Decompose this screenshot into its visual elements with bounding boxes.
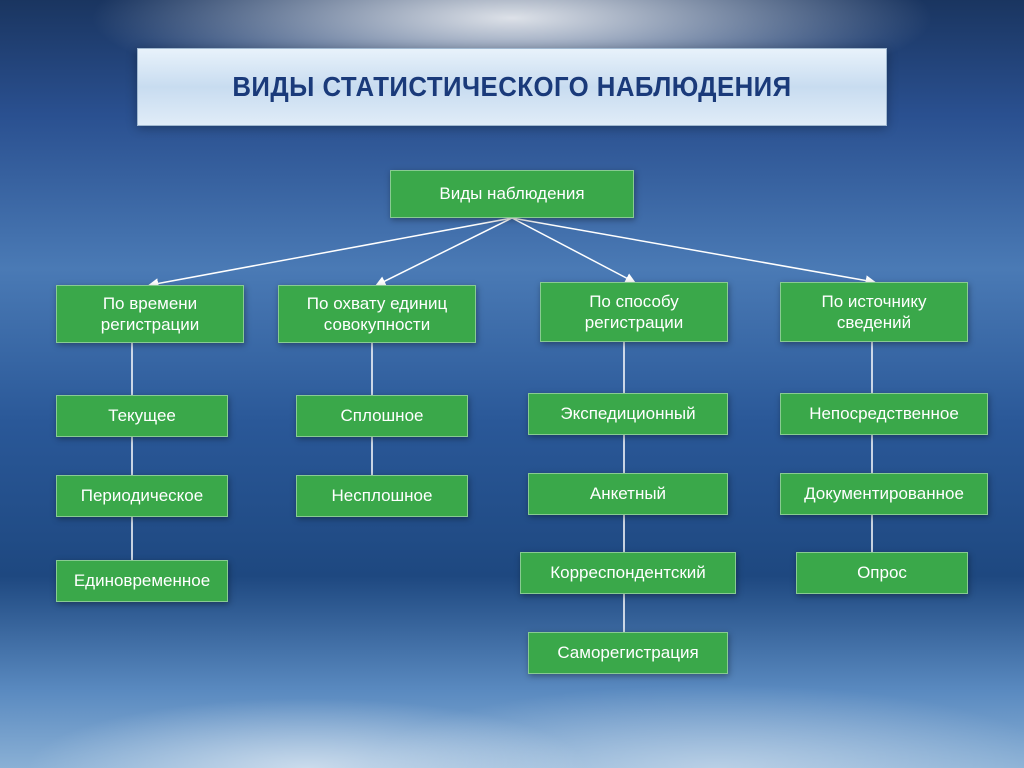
node-c4_2: Документированное: [780, 473, 988, 515]
node-c2_1: Сплошное: [296, 395, 468, 437]
node-cat2: По охвату единиц совокупности: [278, 285, 476, 343]
title-banner: Виды статистического наблюдения: [137, 48, 887, 126]
node-c4_1: Непосредственное: [780, 393, 988, 435]
node-c4_3: Опрос: [796, 552, 968, 594]
node-c3_4: Саморегистрация: [528, 632, 728, 674]
node-c3_1: Экспедиционный: [528, 393, 728, 435]
bg-cloud-bottom: [0, 588, 1024, 768]
node-c2_2: Несплошное: [296, 475, 468, 517]
node-cat1: По времени регистрации: [56, 285, 244, 343]
node-cat3: По способу регистрации: [540, 282, 728, 342]
node-c1_1: Текущее: [56, 395, 228, 437]
node-c3_3: Корреспондентский: [520, 552, 736, 594]
node-root: Виды наблюдения: [390, 170, 634, 218]
node-cat4: По источнику сведений: [780, 282, 968, 342]
node-c1_3: Единовременное: [56, 560, 228, 602]
node-c1_2: Периодическое: [56, 475, 228, 517]
node-c3_2: Анкетный: [528, 473, 728, 515]
title-text: Виды статистического наблюдения: [232, 71, 791, 103]
